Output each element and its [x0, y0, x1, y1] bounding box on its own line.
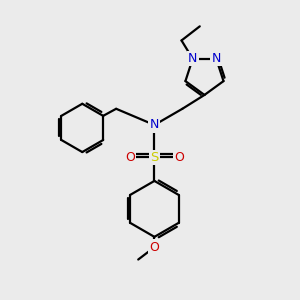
Text: O: O [174, 151, 184, 164]
Text: N: N [188, 52, 197, 65]
Text: S: S [150, 151, 159, 164]
Text: O: O [149, 241, 159, 254]
Text: N: N [150, 118, 159, 131]
Text: N: N [212, 52, 221, 65]
Text: O: O [125, 151, 135, 164]
